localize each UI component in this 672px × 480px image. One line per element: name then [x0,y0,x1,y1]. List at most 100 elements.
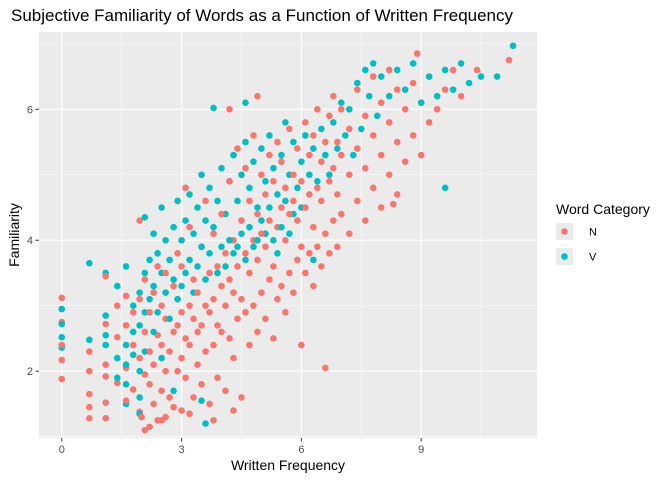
point-n-102 [234,263,241,270]
point-v-116 [330,119,337,126]
point-v-58 [198,171,205,179]
point-v-69 [218,243,225,251]
point-n-17 [113,379,121,387]
point-v-92 [266,132,273,139]
point-n-36 [146,348,153,355]
point-n-37 [146,308,153,316]
point-n-180 [338,151,345,159]
point-n-32 [141,371,149,378]
point-n-11 [102,320,109,328]
point-v-147 [441,184,449,192]
point-n-214 [449,66,457,74]
point-n-89 [218,328,225,336]
point-n-7 [86,390,93,398]
point-v-37 [158,204,165,211]
point-n-183 [346,171,353,179]
point-n-0 [58,294,66,302]
point-n-13 [102,399,109,406]
point-v-78 [238,171,245,179]
point-v-113 [318,125,325,133]
point-v-124 [361,66,369,74]
point-n-133 [274,138,281,146]
point-n-65 [186,341,193,349]
point-v-97 [274,250,281,257]
point-v-76 [234,197,241,205]
point-v-146 [242,99,249,107]
point-v-75 [230,250,237,257]
point-n-26 [129,308,137,316]
point-v-11 [113,354,121,362]
point-v-62 [206,184,213,192]
point-n-128 [270,335,277,342]
point-v-136 [441,66,449,74]
point-n-184 [346,125,353,133]
x-tick-label-2: 6 [298,444,304,456]
point-n-44 [158,387,165,395]
point-n-149 [298,341,305,349]
point-n-33 [141,328,149,336]
point-n-218 [138,413,145,421]
point-v-93 [266,204,273,211]
point-n-121 [258,171,265,179]
point-v-141 [493,73,501,80]
point-n-48 [162,367,169,375]
point-v-74 [230,151,237,159]
point-v-0 [58,305,66,313]
point-n-54 [170,328,177,336]
point-v-132 [409,60,417,67]
point-v-13 [122,263,130,270]
point-n-144 [290,197,297,205]
point-v-95 [270,236,277,244]
y-axis-ticks: 2 4 6 [27,104,39,378]
point-v-24 [136,394,143,401]
point-n-223 [230,407,237,414]
point-v-144 [202,420,209,427]
legend-entry-n: N [556,223,597,240]
point-n-113 [250,302,257,310]
point-n-191 [369,184,377,192]
point-v-14 [122,341,130,349]
point-n-129 [270,263,277,270]
point-n-200 [393,191,401,198]
point-v-53 [186,256,193,264]
point-n-3 [58,356,66,364]
point-v-112 [314,178,321,185]
point-n-210 [425,119,433,126]
point-n-131 [274,295,281,303]
point-v-52 [186,191,193,198]
point-n-190 [361,112,369,120]
x-axis-title: Written Frequency [231,457,345,473]
point-n-185 [353,197,361,205]
point-v-54 [190,230,197,237]
point-v-20 [129,351,137,359]
point-n-175 [330,92,337,100]
point-n-189 [361,164,369,172]
point-n-61 [178,308,185,316]
point-n-46 [158,302,165,310]
point-n-205 [409,132,417,139]
point-n-143 [290,289,297,296]
point-n-204 [401,105,409,113]
point-n-56 [174,367,181,375]
point-v-44 [170,223,177,231]
point-n-140 [286,269,293,277]
point-n-167 [322,364,329,372]
point-n-186 [353,145,361,152]
point-v-148 [310,256,317,264]
point-n-127 [266,151,273,159]
point-n-22 [122,322,130,329]
point-v-119 [342,132,349,139]
point-n-82 [206,269,213,277]
point-v-104 [290,138,297,146]
legend-title: Word Category [556,201,650,217]
point-n-31 [141,426,149,434]
point-v-137 [449,86,457,93]
point-v-121 [350,151,357,159]
point-v-110 [306,171,313,179]
point-n-181 [338,105,345,113]
point-v-80 [242,138,249,146]
point-n-79 [202,197,209,205]
point-n-203 [401,158,409,165]
point-n-227 [389,200,397,208]
point-v-41 [162,289,169,296]
